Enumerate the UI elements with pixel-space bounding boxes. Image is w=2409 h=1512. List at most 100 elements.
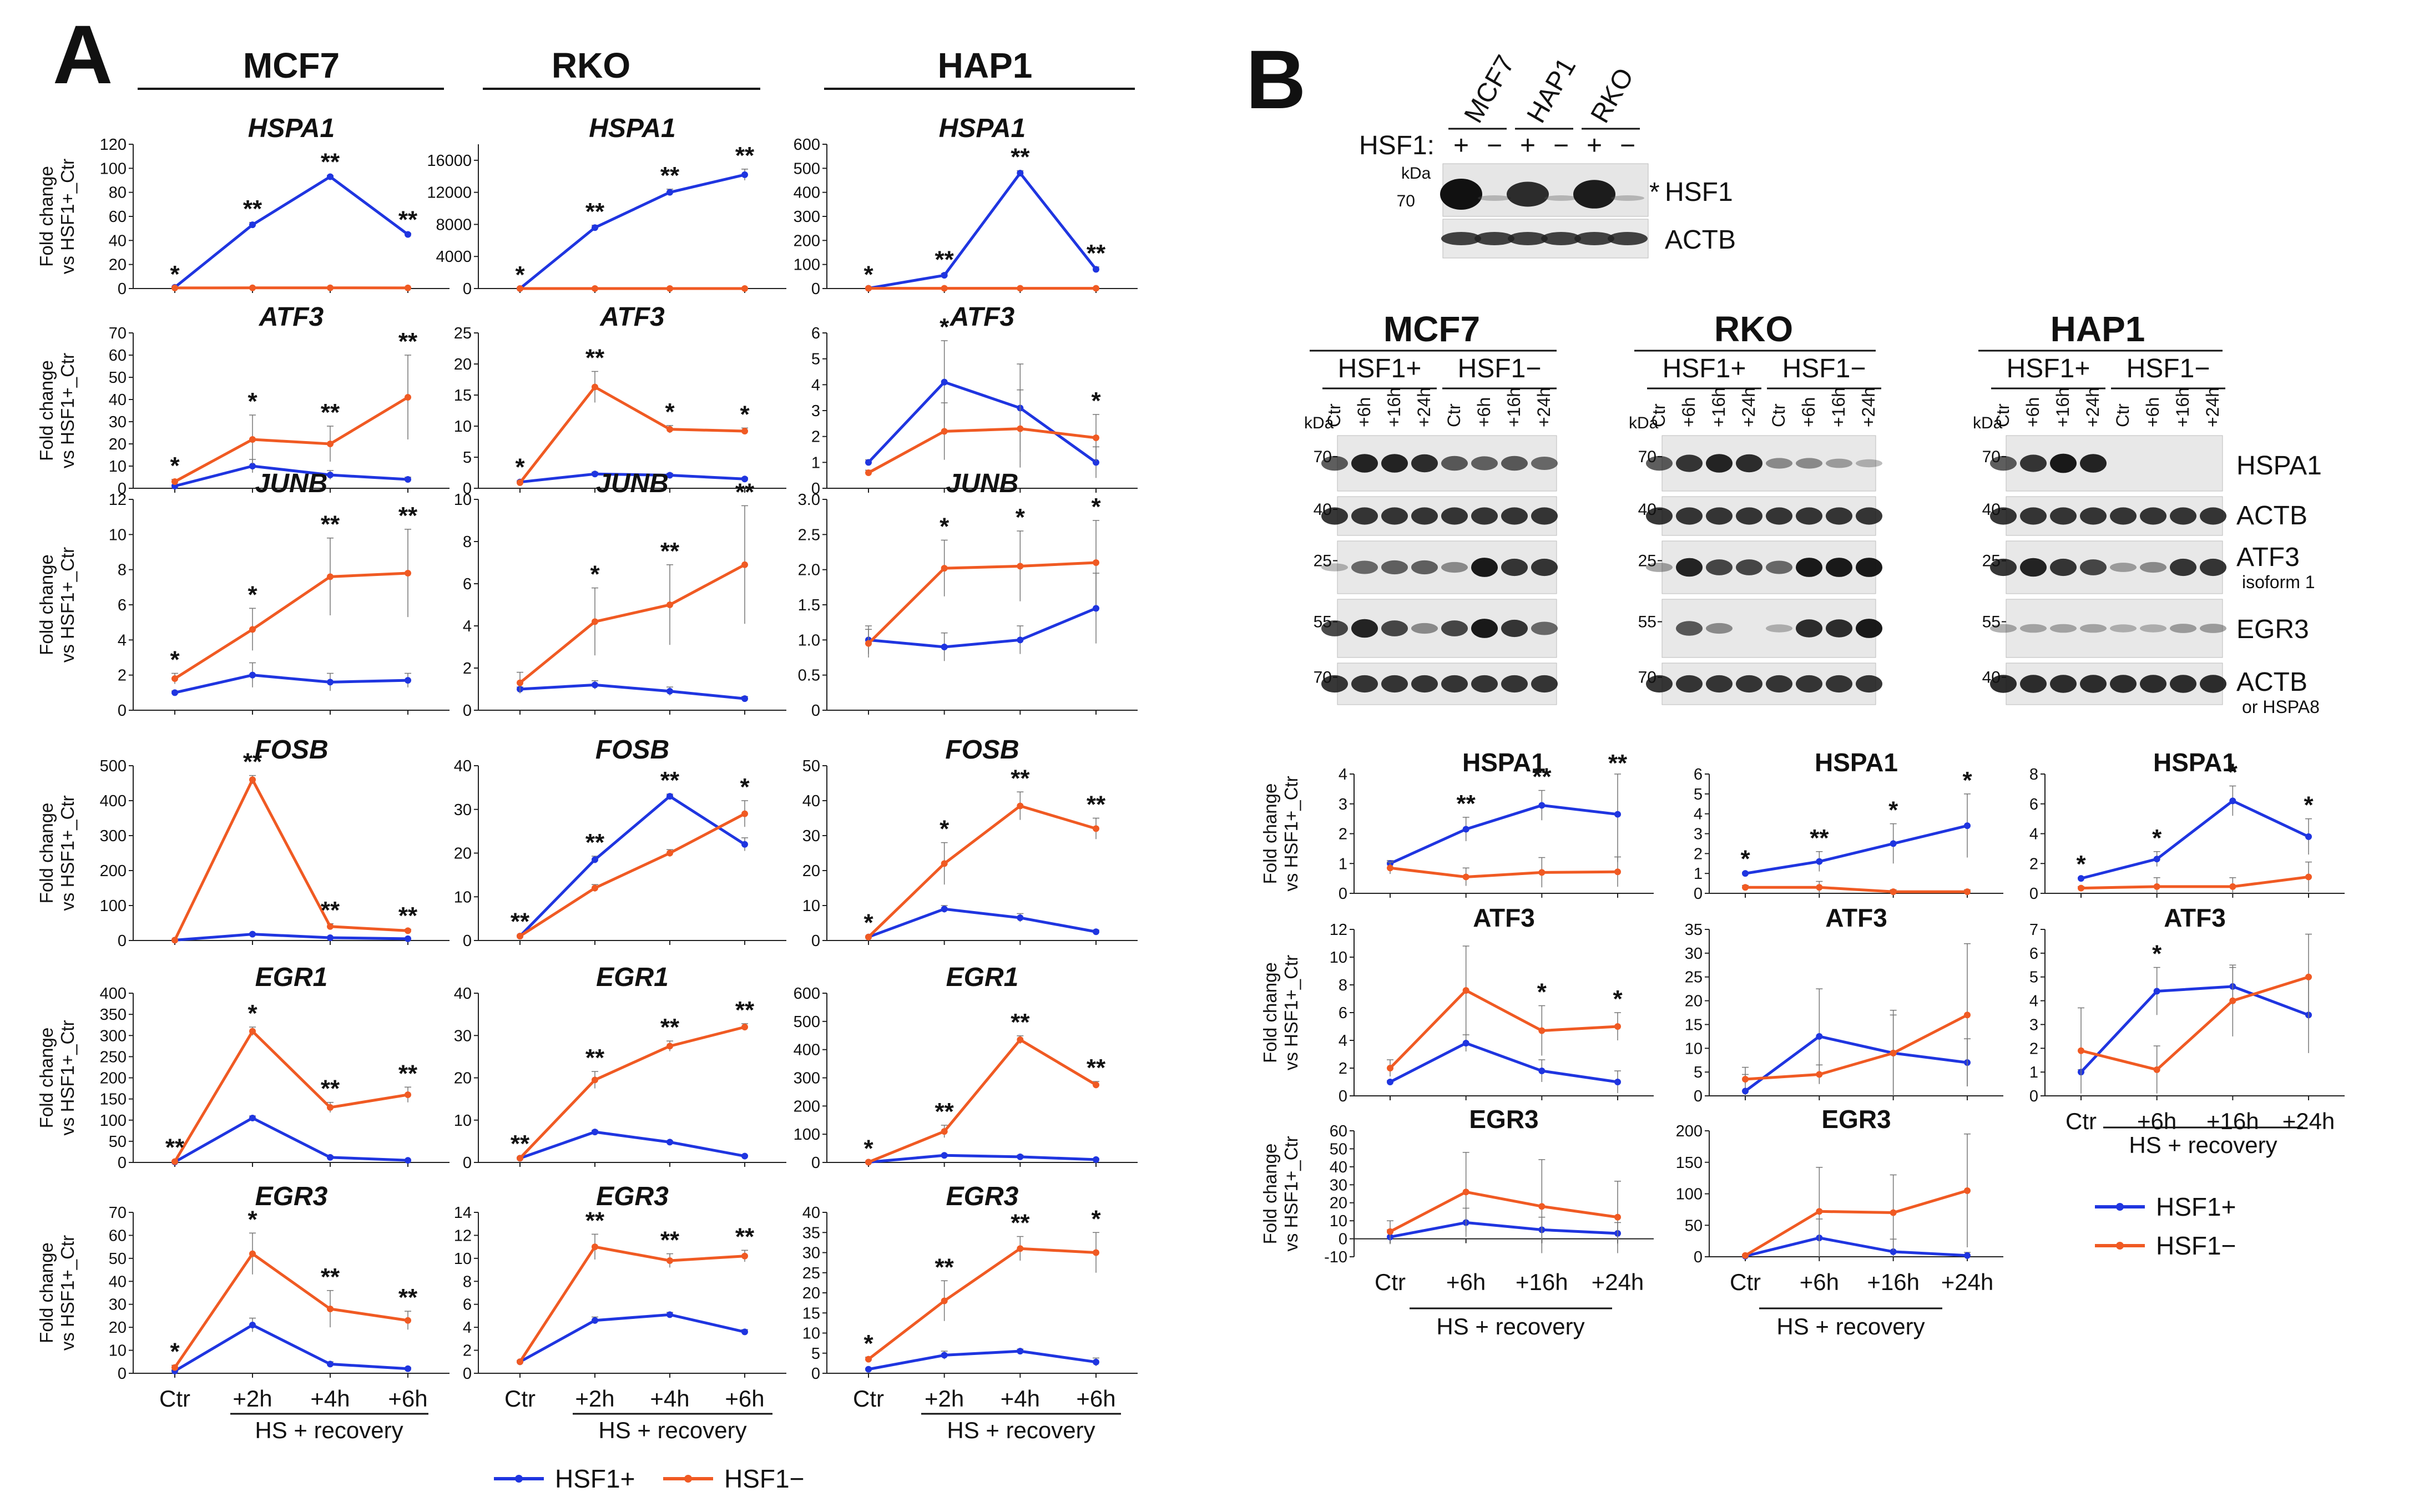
significance-mark: *	[940, 313, 950, 341]
data-point	[592, 1317, 598, 1324]
data-point	[249, 776, 256, 783]
y-tick-label: 0	[1339, 1231, 1347, 1248]
y-tick-label: 35	[802, 1224, 820, 1242]
significance-mark: **	[585, 1207, 605, 1234]
data-point	[1890, 888, 1897, 896]
y-tick-label: 20	[109, 436, 127, 453]
series-line	[174, 933, 408, 942]
chart-title: HSPA1	[589, 114, 676, 143]
y-tick-label: 60	[109, 347, 127, 365]
data-point	[1017, 1245, 1024, 1252]
series-line	[1745, 824, 1968, 875]
y-tick-label: 50	[1330, 1140, 1347, 1158]
data-point	[327, 1104, 334, 1111]
y-tick-label: 20	[802, 862, 820, 880]
blot-band	[1441, 456, 1468, 471]
legend-b-hsf1-minus-label: HSF1−	[2156, 1231, 2236, 1260]
data-point	[741, 427, 748, 434]
x-category-label: Ctr	[2065, 1108, 2097, 1134]
y-tick-label: 40	[109, 391, 127, 409]
blot-marker: 25	[1638, 552, 1656, 570]
significance-mark: *	[2076, 851, 2086, 878]
panel-a-xgroup-label-hap1: HS + recovery	[947, 1417, 1095, 1443]
blot-top-cellline-hap1: HAP1	[1522, 53, 1582, 128]
y-tick-label: 0	[811, 480, 820, 498]
y-tick-label: 80	[109, 184, 127, 202]
significance-mark: **	[165, 1134, 185, 1161]
blot-group-label: HSF1+	[1338, 354, 1422, 383]
blot-lane-label: +24h	[2203, 387, 2223, 427]
blot-group-label: HSF1−	[2127, 354, 2210, 383]
significance-mark: **	[735, 1223, 755, 1250]
series-hsf1-	[1742, 793, 1971, 877]
y-tick-label: 7	[2029, 921, 2038, 939]
data-point	[741, 1024, 748, 1030]
blot-band	[1411, 454, 1438, 473]
y-tick-label: 40	[109, 232, 127, 250]
significance-mark: **	[243, 749, 262, 776]
significance-mark: *	[1962, 767, 1972, 794]
blot-band	[1501, 675, 1528, 693]
chart-title: HSPA1	[248, 114, 335, 143]
series-line	[868, 607, 1097, 649]
y-tick-label: 0	[463, 1154, 472, 1172]
data-point	[327, 934, 334, 941]
y-tick-label: 100	[1676, 1186, 1703, 1203]
blot-lane-label: +24h	[1858, 387, 1878, 427]
data-point	[1387, 864, 1393, 872]
panel-b-letter: B	[1246, 33, 1306, 126]
x-category-label: +2h	[925, 1385, 964, 1412]
y-axis-label-line2: vs HSF1+_Ctr	[57, 1235, 78, 1351]
series-hsf1-	[517, 1129, 748, 1162]
y-tick-label: 300	[794, 1070, 820, 1088]
blot-band	[1471, 507, 1498, 525]
y-tick-label: 0	[811, 1154, 820, 1172]
y-tick-label: 2	[2029, 1040, 2038, 1058]
blot-band	[2140, 675, 2166, 693]
data-point	[865, 459, 872, 466]
data-point	[1538, 1203, 1546, 1210]
y-tick-label: 8	[463, 533, 472, 551]
data-point	[1387, 1065, 1393, 1071]
x-category-label: +16h	[1516, 1269, 1568, 1295]
blot-lane-label: +24h	[1534, 387, 1554, 427]
panel-b-x-axis-group: HS + recovery HS + recovery HS + recover…	[1410, 1126, 2303, 1339]
significance-mark: **	[1457, 790, 1476, 817]
data-point	[1093, 559, 1099, 566]
data-point	[741, 561, 748, 568]
y-tick-label: 1	[1694, 865, 1703, 883]
blot-band	[2080, 675, 2107, 693]
data-point	[666, 849, 673, 857]
y-tick-label: 0	[463, 932, 472, 950]
y-axis-label-line1: Fold change	[36, 554, 57, 655]
y-tick-label: 10	[109, 458, 127, 476]
blot-band	[1501, 619, 1528, 638]
y-tick-label: 4	[1339, 766, 1347, 783]
y-tick-label: 150	[100, 1091, 127, 1109]
x-category-label: +6h	[388, 1385, 427, 1412]
blot-band	[1676, 558, 1703, 577]
legend-a-hsf1-plus-marker	[515, 1475, 523, 1483]
data-point	[171, 689, 178, 696]
data-point	[865, 1366, 872, 1373]
blot-band	[2200, 624, 2226, 633]
data-point	[1017, 636, 1024, 644]
series-hsf1-	[517, 471, 748, 486]
blot-band	[1826, 507, 1852, 525]
series-line	[1390, 1221, 1618, 1238]
data-point	[249, 931, 256, 938]
y-tick-label: 2	[463, 660, 472, 677]
blot-lane-label: +24h	[1414, 387, 1434, 427]
y-tick-label: 15	[802, 1304, 820, 1322]
y-tick-label: 30	[802, 827, 820, 845]
blot-lane-label: +16h	[1384, 387, 1404, 427]
y-tick-label: 12	[109, 491, 127, 509]
series-line	[868, 170, 1097, 290]
y-tick-label: 0	[118, 480, 127, 498]
blot-top-bands	[1440, 179, 1648, 245]
data-point	[405, 1157, 411, 1164]
data-point	[741, 1152, 748, 1160]
y-tick-label: 0	[463, 1365, 472, 1383]
data-point	[592, 1129, 598, 1136]
